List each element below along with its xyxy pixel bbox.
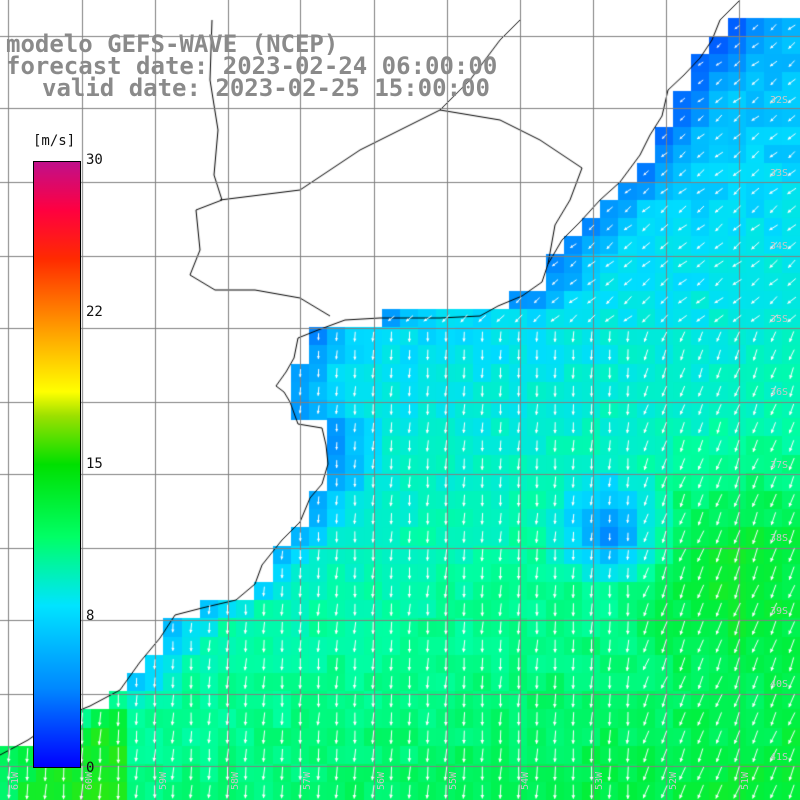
forecast-date: forecast date: 2023-02-24 06:00:00 (6, 52, 498, 80)
lat-label: 32S (770, 95, 789, 106)
model-title: modelo GEFS-WAVE (NCEP) (6, 30, 339, 58)
lon-label: 54W (520, 771, 531, 790)
lat-label: 35S (770, 314, 789, 325)
lat-label: 36S (770, 387, 789, 398)
colorbar (33, 161, 81, 768)
lon-label: 58W (230, 771, 241, 790)
lon-label: 55W (448, 771, 459, 790)
lon-label: 51W (740, 771, 751, 790)
lon-label: 52W (668, 771, 679, 790)
lat-label: 38S (770, 533, 789, 544)
colorbar-tick: 22 (86, 304, 103, 320)
colorbar-unit: [m/s] (33, 133, 76, 149)
lon-label: 61W (10, 771, 21, 790)
lon-label: 60W (84, 771, 95, 790)
lon-label: 56W (376, 771, 387, 790)
lat-label: 40S (770, 679, 789, 690)
lat-label: 37S (770, 460, 789, 471)
lat-label: 41S (770, 752, 789, 763)
lat-label: 39S (770, 606, 789, 617)
valid-date: valid date: 2023-02-25 15:00:00 (42, 74, 490, 102)
lon-label: 59W (158, 771, 169, 790)
colorbar-tick: 0 (86, 760, 95, 776)
colorbar-tick: 8 (86, 608, 95, 624)
colorbar-tick: 30 (86, 152, 103, 168)
lon-label: 57W (302, 771, 313, 790)
lat-label: 33S (770, 168, 789, 179)
colorbar-tick: 15 (86, 456, 103, 472)
lon-label: 53W (594, 771, 605, 790)
lat-label: 34S (770, 241, 789, 252)
